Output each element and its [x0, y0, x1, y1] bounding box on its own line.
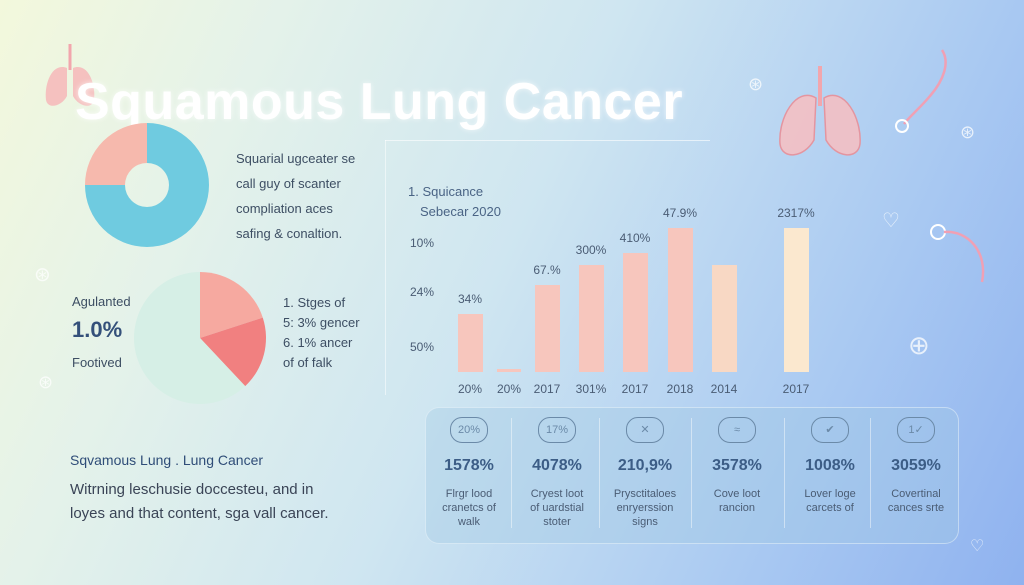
- stat-value: 4078%: [532, 457, 582, 474]
- bar-value-label: 67.%: [533, 263, 561, 278]
- bar: [457, 314, 483, 372]
- stat-description: Cryest loot of uardstial stoter: [530, 488, 584, 528]
- page-title: Squamous Lung Cancer: [75, 73, 684, 131]
- pie-note-line: 1. Stges of: [283, 295, 346, 310]
- pie-note-line: 5: 3% gencer: [283, 315, 360, 330]
- stat-label: Agulanted: [72, 294, 131, 309]
- globe-icon: ⊛: [38, 372, 54, 392]
- chart-title-line: 1. Squicance: [408, 184, 484, 199]
- bottom-heading: Sqvamous Lung . Lung Cancer: [70, 452, 264, 468]
- bottom-text-line: Witrning leschusie doccesteu, and in: [70, 481, 314, 498]
- stat-description: Covertinal cances srte: [887, 488, 945, 514]
- stat-divider: [870, 418, 871, 528]
- x-tick-label: 2017: [621, 382, 649, 396]
- top-note: Squarial ugceater se call guy of scanter…: [236, 146, 355, 246]
- stat-value: 3059%: [891, 457, 941, 474]
- stat-card: ✔ 1008% Lover loge carcets of: [786, 412, 874, 515]
- bar: [578, 264, 604, 372]
- bar: [783, 227, 809, 372]
- bar-value-label: 2317%: [777, 205, 815, 220]
- stat-value: 1578%: [444, 457, 494, 474]
- stat-divider: [599, 418, 600, 528]
- stethoscope-icon: [895, 49, 947, 133]
- stat-card: ≈3578% Cove loot rancion: [693, 412, 781, 515]
- stat-footer: Footived: [72, 355, 122, 370]
- stat-divider: [691, 418, 692, 528]
- lungs-icon: [45, 44, 95, 106]
- stat-description: Cove loot rancion: [713, 488, 761, 514]
- stat-description: Lover loge carcets of: [804, 488, 856, 514]
- pie-note-line: of of falk: [283, 355, 333, 370]
- chart-title: 1. Squicance Sebecar 2020: [408, 182, 501, 222]
- lungs-icon: [779, 66, 861, 156]
- bottom-text-line: loyes and that content, sga vall cancer.: [70, 505, 329, 522]
- top-note-line: call guy of scanter: [236, 176, 341, 191]
- stat-icon: ≈: [718, 417, 756, 443]
- x-tick-label: 2017: [782, 382, 810, 396]
- stat-value: 1008%: [805, 457, 855, 474]
- stat-card: 1✓ 3059% Covertinal cances srte: [872, 412, 960, 515]
- stat-icon: 20%: [450, 417, 488, 443]
- globe-icon: ⊛: [748, 74, 764, 94]
- x-tick-label: 2018: [666, 382, 694, 396]
- bar: [622, 253, 648, 372]
- bar-value-label: 34%: [457, 292, 483, 307]
- stat-description: Flrgr lood cranetcs of walk: [442, 488, 496, 528]
- bar-value-label: 410%: [619, 231, 651, 245]
- stat-divider: [511, 418, 512, 528]
- stat-description: Prysctitaloes enryerssion signs: [613, 488, 677, 528]
- globe-icon: ⊛: [34, 264, 51, 286]
- stat-value: 210,9%: [617, 457, 673, 474]
- stat-icon: 17%: [538, 417, 576, 443]
- pie-slice: [85, 123, 147, 185]
- bar: [667, 227, 693, 372]
- chart-frame-left: [385, 140, 386, 395]
- bar-value-label: 300%: [575, 242, 607, 257]
- y-tick-label: 24%: [410, 285, 435, 299]
- bar: [497, 368, 521, 372]
- bottom-text: Witrning leschusie doccesteu, and in loy…: [70, 478, 329, 526]
- y-tick-label: 10%: [410, 236, 435, 250]
- chart-frame-top: [385, 140, 710, 141]
- stat-icon: ✕: [626, 417, 664, 443]
- x-tick-label: 2014: [710, 382, 738, 396]
- stethoscope-icon: [930, 224, 985, 283]
- stat-value: 3578%: [712, 457, 762, 474]
- globe-icon: ⊕: [908, 330, 930, 360]
- pie-chart: [134, 272, 266, 404]
- top-note-line: safing & conaltion.: [236, 226, 343, 241]
- y-tick-label: 50%: [410, 340, 435, 354]
- bar: [534, 285, 560, 372]
- pie-note-line: 6. 1% ancer: [283, 335, 353, 350]
- x-tick-label: 20%: [457, 382, 483, 396]
- pie-slice: [134, 272, 246, 404]
- donut-chart: [85, 123, 209, 247]
- x-tick-label: 301%: [575, 382, 607, 396]
- stat-value: 1.0%: [72, 317, 123, 342]
- stat-card: 17% 4078% Cryest loot of uardstial stoter: [513, 412, 601, 529]
- pie-slice: [200, 272, 263, 338]
- x-tick-label: 2017: [533, 382, 561, 396]
- x-tick-label: 20%: [496, 382, 522, 396]
- stat-card: ✕ 210,9% Prysctitaloes enryerssion signs: [601, 412, 689, 529]
- bar: [711, 264, 737, 372]
- chart-subtitle: Sebecar 2020: [420, 204, 501, 219]
- stat-divider: [784, 418, 785, 528]
- stat-icon: ✔: [811, 417, 849, 443]
- stat-card: 20% 1578% Flrgr lood cranetcs of walk: [425, 412, 513, 529]
- globe-icon: ⊛: [960, 122, 976, 142]
- top-note-line: Squarial ugceater se: [236, 151, 356, 166]
- bar-value-label: 47.9%: [662, 205, 698, 220]
- stat-icon: 1✓: [897, 417, 935, 443]
- top-note-line: compliation aces: [236, 201, 333, 216]
- stats-panel: [425, 407, 959, 544]
- heart-icon: ♡: [882, 210, 900, 232]
- pie-slice: [85, 123, 209, 247]
- pie-slice: [200, 317, 266, 387]
- heart-icon: ♡: [970, 538, 985, 555]
- pie-note: 1. Stges of 5: 3% gencer 6. 1% ancer of …: [283, 293, 360, 373]
